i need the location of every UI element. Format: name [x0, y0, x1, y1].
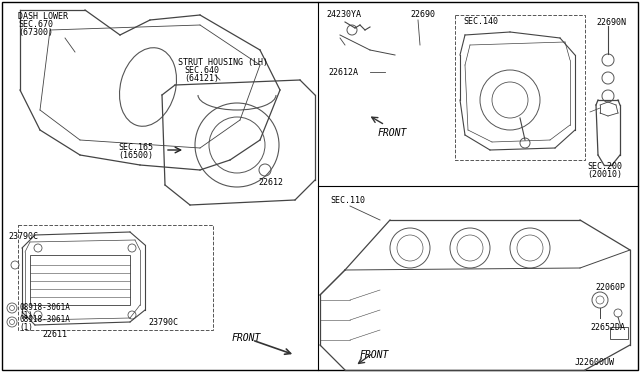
Text: 23790C: 23790C [8, 232, 38, 241]
Text: FRONT: FRONT [360, 350, 389, 360]
Text: 08918-3061A: 08918-3061A [19, 315, 70, 324]
Text: FRONT: FRONT [232, 333, 261, 343]
Text: J22600UW: J22600UW [575, 358, 615, 367]
Text: 08918-3061A: 08918-3061A [19, 303, 70, 312]
Bar [30, 255, 130, 305]
Text: 23790C: 23790C [148, 318, 178, 327]
Text: (67300): (67300) [18, 28, 53, 37]
Text: 22060P: 22060P [595, 283, 625, 292]
Text: 22652DA: 22652DA [590, 323, 625, 332]
Text: 22690N: 22690N [596, 18, 626, 27]
Text: DASH LOWER: DASH LOWER [18, 12, 68, 21]
Text: STRUT HOUSING (LH): STRUT HOUSING (LH) [178, 58, 268, 67]
Text: 24230YA: 24230YA [326, 10, 361, 19]
Text: 22611: 22611 [42, 330, 67, 339]
Bar [610, 327, 628, 339]
Text: 22612A: 22612A [328, 68, 358, 77]
Text: (64121): (64121) [184, 74, 219, 83]
Text: SEC.110: SEC.110 [330, 196, 365, 205]
Text: SEC.200: SEC.200 [587, 162, 622, 171]
Text: (1): (1) [19, 323, 33, 332]
Text: 22612: 22612 [258, 178, 283, 187]
Text: (20010): (20010) [587, 170, 622, 179]
Text: SEC.165: SEC.165 [118, 143, 153, 152]
Text: SEC.640: SEC.640 [184, 66, 219, 75]
Text: SEC.670: SEC.670 [18, 20, 53, 29]
Text: (1): (1) [19, 311, 33, 320]
Text: SEC.140: SEC.140 [463, 17, 498, 26]
Text: (16500): (16500) [118, 151, 153, 160]
Text: 22690: 22690 [410, 10, 435, 19]
Text: FRONT: FRONT [378, 128, 408, 138]
